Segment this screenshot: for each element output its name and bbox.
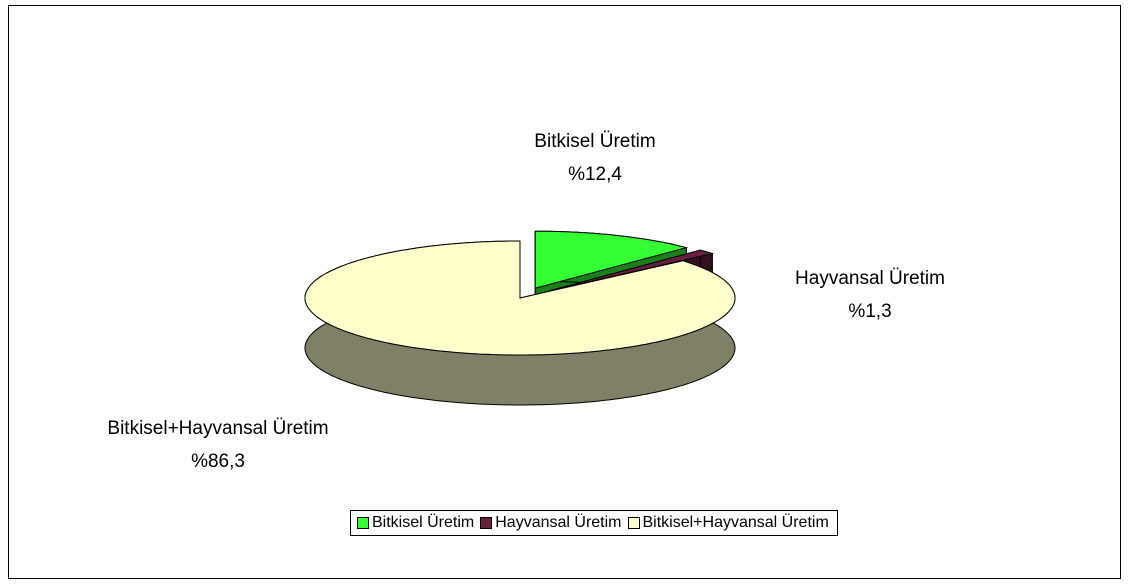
slice [534, 230, 689, 289]
data-label: Bitkisel Üretim %12,4 [495, 125, 695, 191]
legend-label: Bitkisel+Hayvansal Üretim [642, 514, 829, 531]
legend-item: Bitkisel+Hayvansal Üretim [626, 514, 829, 532]
legend-item: Bitkisel Üretim [355, 514, 474, 532]
legend: Bitkisel Üretim Hayvansal Üretim Bitkisel+… [350, 510, 838, 536]
data-label: Bitkisel+Hayvansal Üretim %86,3 [98, 412, 338, 478]
chart-frame [8, 5, 1121, 579]
data-label-value: %86,3 [191, 451, 245, 472]
data-label-name: Hayvansal Üretim [795, 268, 945, 289]
legend-swatch [357, 517, 369, 529]
slice [304, 240, 736, 356]
data-label: Hayvansal Üretim %1,3 [760, 262, 980, 328]
legend-label: Hayvansal Üretim [495, 514, 622, 531]
data-label-name: Bitkisel+Hayvansal Üretim [107, 418, 329, 439]
data-label-value: %12,4 [568, 164, 622, 185]
data-label-value: %1,3 [848, 301, 892, 322]
data-label-name: Bitkisel Üretim [534, 131, 656, 152]
legend-item: Hayvansal Üretim [478, 514, 622, 532]
legend-swatch [627, 517, 640, 529]
legend-label: Bitkisel Üretim [372, 514, 475, 531]
slice [549, 249, 715, 292]
legend-swatch [480, 517, 493, 529]
